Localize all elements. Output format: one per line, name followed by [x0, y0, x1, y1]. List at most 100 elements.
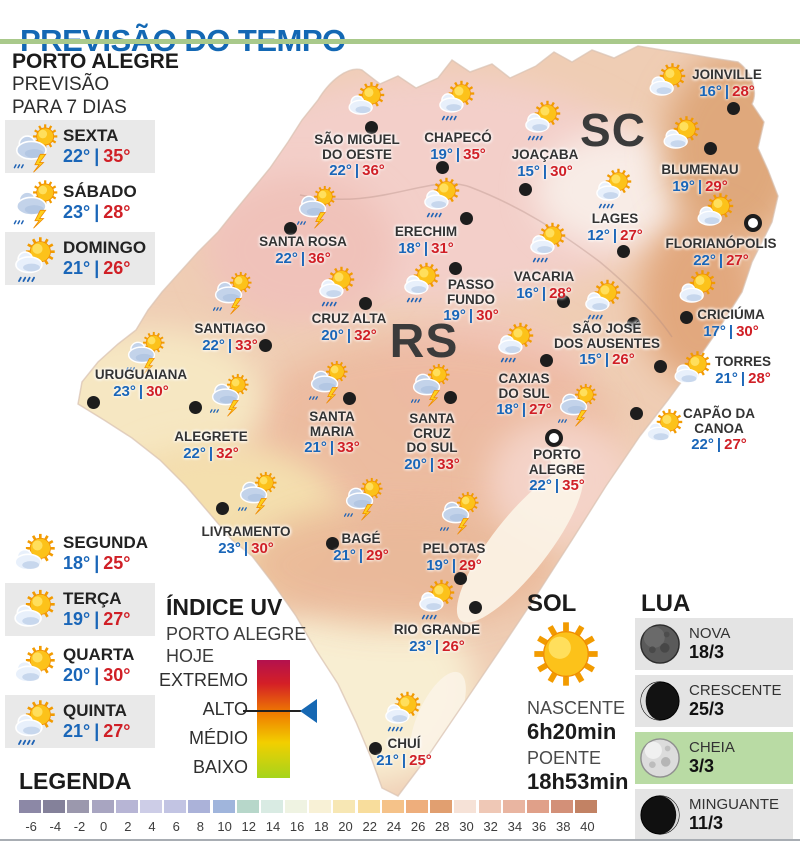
sun-cloud-rain-icon: [432, 77, 478, 128]
temp-max: 33°: [235, 336, 258, 354]
city-temps: 21° | 33°: [304, 439, 360, 456]
temp-min: 15°: [579, 351, 602, 369]
legend-swatch: [333, 800, 356, 813]
sun-cloud-rain-icon: [397, 259, 443, 310]
sun-cloud-icon: [657, 111, 703, 162]
city-name: SÃO JOSÉ DOS AUSENTES: [553, 321, 661, 351]
city-name: TORRES: [714, 354, 772, 369]
uv-title: ÍNDICE UV: [166, 594, 283, 620]
city-temps: 19° | 35°: [424, 146, 492, 163]
nova-moon-icon: [639, 623, 681, 665]
temp-min: 22°: [529, 477, 552, 495]
moon-phase-row: MINGUANTE 11/3: [635, 789, 793, 841]
temp-min: 19°: [672, 177, 695, 195]
sun-cloud-rain-icon: [491, 319, 537, 370]
day-name: SEXTA: [63, 126, 119, 145]
city-label: CHAPECÓ 19° | 35°: [424, 130, 492, 163]
temp-separator: |: [94, 146, 100, 166]
legend-value: 4: [148, 819, 156, 834]
legend-swatch: [454, 800, 477, 813]
city-label: LAGES 12° | 27°: [587, 211, 643, 244]
moon-phase-row: CHEIA 3/3: [635, 732, 793, 784]
storm-lightning-icon: [207, 269, 253, 320]
legend-swatch: [430, 800, 453, 813]
storm-lightning-icon: [120, 329, 166, 380]
city-marker: [518, 182, 532, 196]
city-label: JOAÇABA 15° | 30°: [512, 147, 579, 180]
temp-min: 20°: [321, 326, 344, 344]
temp-max: 27°: [726, 251, 749, 269]
moon-phase-name: CHEIA: [689, 739, 735, 756]
city-temps: 20° | 32°: [312, 327, 387, 344]
temp-max: 27°: [620, 226, 643, 244]
temp-max: 30°: [736, 322, 759, 340]
temp-separator: |: [451, 556, 457, 574]
temp-min: 22°: [329, 162, 352, 180]
state-label-rs: RS: [389, 315, 459, 368]
temp-max: 29°: [459, 556, 482, 574]
city-temps: 21° | 25°: [376, 752, 432, 769]
city-marker: [703, 141, 717, 155]
city-name: SANTA ROSA: [259, 234, 347, 249]
city-name: PELOTAS: [422, 541, 486, 556]
sun-cloud-rain-icon: [7, 233, 59, 285]
temp-max: 35°: [103, 146, 131, 166]
city-name: LIVRAMENTO: [201, 524, 291, 539]
bottom-divider: [0, 839, 800, 841]
city-marker: [358, 296, 372, 310]
moon-phase-name: CRESCENTE: [689, 682, 782, 699]
legend-value: -2: [73, 819, 86, 834]
day-forecast-card: SEXTA 22° | 35°: [5, 120, 155, 173]
city-label: FLORIANÓPOLIS 22° | 27°: [666, 236, 777, 269]
temp-separator: |: [138, 382, 144, 400]
temp-min: 19°: [63, 609, 91, 629]
city-name: LAGES: [591, 211, 639, 226]
moon-text: NOVA 18/3: [689, 625, 730, 663]
temp-max: 29°: [705, 177, 728, 195]
city-name: CHUÍ: [387, 736, 421, 751]
temp-separator: |: [604, 351, 610, 369]
legend-value: -4: [49, 819, 62, 834]
sun-cloud-rain-icon: [589, 165, 635, 216]
temp-min: 22°: [275, 249, 298, 267]
sunset-label: POENTE: [527, 748, 602, 768]
temp-max: 27°: [529, 401, 552, 419]
city-name: RIO GRANDE: [393, 622, 481, 637]
city-marker: [539, 353, 553, 367]
city-label: CAPÃO DA CANOA 22° | 27°: [683, 406, 755, 453]
city-name: SANTIAGO: [194, 321, 266, 336]
temp-separator: |: [716, 436, 722, 454]
city-temps: 22° | 35°: [529, 477, 585, 494]
temp-min: 23°: [113, 382, 136, 400]
city-marker: [726, 101, 740, 115]
legend-swatch: [285, 800, 308, 813]
legend-swatch: [478, 800, 501, 813]
city-name: CHAPECÓ: [424, 130, 492, 145]
legend-value: 16: [289, 819, 305, 834]
temp-min: 21°: [333, 546, 356, 564]
sun-cloud-rain-icon: [578, 276, 624, 327]
sun-cloud-icon: [668, 346, 714, 397]
legend-title: LEGENDA: [19, 768, 132, 794]
city-temps: 15° | 26°: [554, 351, 660, 368]
legend-value: 30: [459, 819, 474, 834]
temp-min: 22°: [691, 436, 714, 454]
temp-separator: |: [243, 539, 249, 557]
moon-phase-date: 3/3: [689, 756, 715, 776]
city-label: SANTA MARIA 21° | 33°: [304, 409, 360, 456]
uv-indicator-arrow-icon: [300, 699, 317, 723]
temp-min: 21°: [63, 721, 91, 741]
city-temps: 22° | 27°: [683, 436, 755, 453]
temp-separator: |: [94, 665, 100, 685]
sunrise-label: NASCENTE: [527, 698, 626, 718]
temp-separator: |: [434, 637, 440, 655]
legend-swatch: [236, 800, 259, 813]
city-label: PORTO ALEGRE 22° | 35°: [529, 447, 585, 494]
temp-max: 26°: [442, 637, 465, 655]
sunset-value: 18h53min: [527, 769, 629, 794]
city-name: CAXIAS DO SUL: [498, 371, 550, 401]
temp-min: 23°: [218, 539, 241, 557]
sun-cloud-icon: [691, 188, 737, 239]
sunrise-value: 6h20min: [527, 719, 617, 744]
